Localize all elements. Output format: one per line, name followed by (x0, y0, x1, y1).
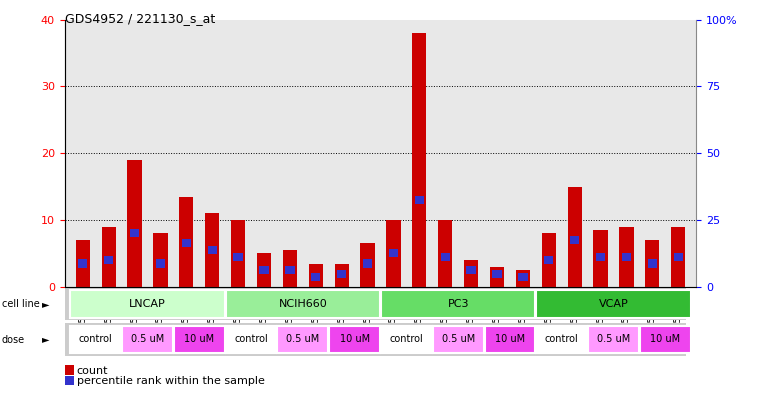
Text: 0.5 uM: 0.5 uM (286, 334, 320, 344)
Bar (123, 326, 173, 353)
Text: 10 uM: 10 uM (184, 334, 215, 344)
Bar (645, 240, 660, 287)
Bar (588, 326, 638, 353)
Text: cell line: cell line (2, 299, 40, 309)
Bar (130, 230, 139, 237)
Bar (208, 246, 217, 254)
Text: control: control (79, 334, 113, 344)
Text: count: count (77, 365, 108, 376)
Bar (182, 239, 191, 248)
Bar (568, 187, 581, 287)
Bar (127, 160, 142, 287)
Bar (154, 233, 167, 287)
Text: 0.5 uM: 0.5 uM (131, 334, 164, 344)
Bar (387, 220, 400, 287)
Bar (174, 326, 224, 353)
Bar (311, 273, 320, 281)
Bar (622, 253, 631, 261)
Text: 0.5 uM: 0.5 uM (597, 334, 630, 344)
Bar (278, 326, 328, 353)
Bar (257, 253, 271, 287)
Bar (363, 259, 372, 268)
Bar (335, 263, 349, 287)
Bar (283, 250, 297, 287)
Bar (78, 259, 88, 268)
Bar (438, 220, 452, 287)
Bar (594, 230, 607, 287)
Text: PC3: PC3 (447, 299, 469, 309)
Text: 10 uM: 10 uM (495, 334, 525, 344)
Bar (260, 266, 269, 274)
Text: 10 uM: 10 uM (650, 334, 680, 344)
Bar (619, 227, 634, 287)
Bar (205, 213, 219, 287)
Bar (75, 240, 90, 287)
Bar (156, 259, 165, 268)
Text: control: control (545, 334, 578, 344)
Bar (492, 270, 501, 277)
Text: control: control (390, 334, 423, 344)
Bar (231, 220, 245, 287)
Bar (180, 196, 193, 287)
Text: 10 uM: 10 uM (339, 334, 370, 344)
Bar (104, 256, 113, 264)
Bar (570, 236, 579, 244)
Bar (381, 290, 535, 318)
Text: dose: dose (2, 334, 24, 345)
Bar (285, 266, 295, 274)
Text: ►: ► (42, 299, 49, 309)
Bar (640, 326, 691, 353)
Bar (464, 260, 478, 287)
Bar (485, 326, 535, 353)
Bar (466, 266, 476, 274)
Bar (226, 326, 276, 353)
Bar (226, 290, 380, 318)
Bar (490, 267, 504, 287)
Bar (648, 259, 657, 268)
Text: GDS4952 / 221130_s_at: GDS4952 / 221130_s_at (65, 12, 215, 25)
Bar (537, 290, 691, 318)
Bar (544, 256, 553, 264)
Bar (70, 290, 224, 318)
Bar (415, 196, 424, 204)
Bar (518, 273, 527, 281)
Text: ►: ► (42, 334, 49, 345)
Bar (234, 253, 243, 261)
Bar (101, 227, 116, 287)
Bar (309, 263, 323, 287)
Bar (441, 253, 450, 261)
Bar (596, 253, 605, 261)
Bar (673, 253, 683, 261)
Bar (412, 33, 426, 287)
Bar (330, 326, 380, 353)
Bar (389, 250, 398, 257)
Text: LNCAP: LNCAP (129, 299, 166, 309)
Bar (433, 326, 483, 353)
Text: 0.5 uM: 0.5 uM (441, 334, 475, 344)
Bar (537, 326, 587, 353)
Bar (337, 270, 346, 277)
Bar (361, 243, 374, 287)
Bar (70, 326, 121, 353)
Text: VCAP: VCAP (599, 299, 629, 309)
Text: control: control (234, 334, 268, 344)
Bar (671, 227, 686, 287)
Text: NCIH660: NCIH660 (279, 299, 327, 309)
Bar (542, 233, 556, 287)
Text: percentile rank within the sample: percentile rank within the sample (77, 376, 265, 386)
Bar (381, 326, 431, 353)
Bar (516, 270, 530, 287)
